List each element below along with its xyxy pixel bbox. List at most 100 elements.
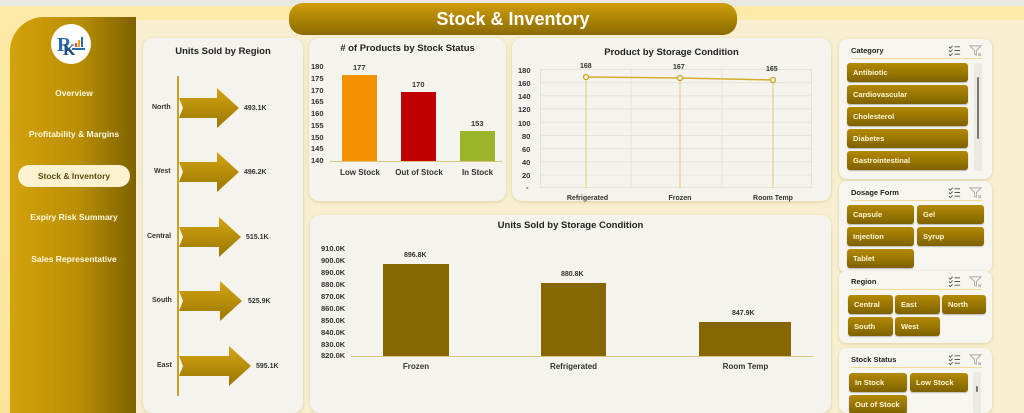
slicer-item-injection[interactable]: Injection (847, 227, 914, 246)
region-value-south: 525.9K (248, 298, 271, 305)
y-tick: 175 (311, 74, 324, 83)
y-tick: 80 (522, 132, 531, 141)
bar-value: 880.8K (561, 271, 584, 278)
y-tick: 890.0K (321, 268, 346, 277)
region-axis (177, 76, 179, 396)
y-tick: 900.0K (321, 256, 346, 265)
bar-label: Low Stock (339, 168, 380, 177)
y-tick: 870.0K (321, 292, 346, 301)
clear-filter-icon[interactable] (969, 44, 982, 57)
bar-low-stock (342, 75, 377, 161)
y-tick: 40 (522, 158, 531, 167)
clear-filter-icon[interactable] (969, 186, 982, 199)
scroll-thumb[interactable] (976, 386, 978, 392)
bar-value: 170 (412, 80, 425, 89)
slicer-title: Dosage Form (851, 188, 899, 197)
slicer-title: Category (851, 46, 884, 55)
slicer-item-cholesterol[interactable]: Cholesterol (847, 107, 968, 126)
y-tick: 20 (522, 171, 531, 180)
slicer-item-gastrointestinal[interactable]: Gastrointestinal (847, 151, 968, 170)
scroll-thumb[interactable] (977, 77, 979, 139)
multi-select-icon[interactable] (948, 275, 961, 288)
bar-value: 177 (353, 63, 366, 72)
bar-label: Frozen (402, 362, 430, 371)
region-bar-central (179, 217, 241, 257)
nav-profitability-margins[interactable]: Profitability & Margins (28, 129, 120, 139)
y-tick: 910.0K (321, 244, 346, 253)
slicer-item-cardiovascular[interactable]: Cardiovascular (847, 85, 968, 104)
slicer-item-antibiotic[interactable]: Antibiotic (847, 63, 968, 82)
slicer-item-low-stock[interactable]: Low Stock (910, 373, 968, 392)
multi-select-icon[interactable] (948, 186, 961, 199)
nav-sales-representative[interactable]: Sales Representative (31, 254, 117, 264)
slicer-item-gel[interactable]: Gel (917, 205, 984, 224)
y-tick: 820.0K (321, 351, 346, 360)
slicer-item-diabetes[interactable]: Diabetes (847, 129, 968, 148)
page-title: Stock & Inventory (289, 3, 737, 35)
point-value: 168 (580, 63, 592, 70)
region-value-north: 493.1K (244, 105, 267, 112)
bar-label: Out of Stock (395, 168, 443, 177)
y-tick: 180 (311, 62, 324, 71)
region-label-east: East (157, 362, 172, 369)
multi-select-icon[interactable] (948, 353, 961, 366)
bar-refrigerated (541, 283, 606, 356)
y-tick: 160 (311, 109, 324, 118)
clear-filter-icon[interactable] (969, 275, 982, 288)
region-label-west: West (154, 168, 171, 175)
region-bar-east (179, 346, 251, 386)
region-value-west: 496.2K (244, 169, 267, 176)
region-label-north: North (152, 104, 171, 111)
slicer-item-in-stock[interactable]: In Stock (849, 373, 907, 392)
multi-select-icon[interactable] (948, 44, 961, 57)
y-tick: 170 (311, 86, 324, 95)
chart-title: Units Sold by Region (175, 46, 271, 57)
chart-title: Units Sold by Storage Condition (497, 220, 644, 231)
y-tick: 60 (522, 145, 531, 154)
nav-expiry-risk-summary[interactable]: Expiry Risk Summary (30, 212, 118, 222)
slicer-item-west[interactable]: West (895, 317, 940, 336)
slicer-title: Stock Status (851, 355, 897, 364)
region-label-south: South (152, 297, 172, 304)
chart-title: Product by Storage Condition (604, 47, 739, 58)
bar-room-temp (699, 322, 791, 356)
bar-out-of-stock (401, 92, 436, 161)
point-value: 165 (766, 66, 778, 73)
nav-overview[interactable]: Overview (55, 88, 93, 98)
y-tick: 160 (518, 79, 531, 88)
slicer-item-tablet[interactable]: Tablet (847, 249, 914, 268)
y-tick: - (526, 183, 529, 192)
x-axis (351, 356, 813, 357)
slicer-item-south[interactable]: South (848, 317, 893, 336)
slicer-item-out-of-stock[interactable]: Out of Stock (849, 395, 907, 413)
stock-status-scrollbar[interactable] (973, 372, 981, 413)
nav-stock-inventory[interactable]: Stock & Inventory (18, 165, 130, 187)
slicer-item-capsule[interactable]: Capsule (847, 205, 914, 224)
chart-title: # of Products by Stock Status (340, 43, 475, 54)
clear-filter-icon[interactable] (969, 353, 982, 366)
y-tick: 150 (311, 133, 324, 142)
slicer-item-north[interactable]: North (942, 295, 986, 314)
x-label: Room Temp (753, 195, 793, 202)
y-tick: 100 (518, 119, 531, 128)
x-axis (330, 161, 502, 162)
y-tick: 145 (311, 144, 324, 153)
y-tick: 140 (518, 92, 531, 101)
slicer-item-central[interactable]: Central (848, 295, 893, 314)
y-tick: 180 (518, 66, 531, 75)
slicer-title: Region (851, 277, 877, 286)
slicer-item-east[interactable]: East (895, 295, 940, 314)
region-value-east: 595.1K (256, 363, 279, 370)
y-tick: 165 (311, 97, 324, 106)
point-value: 167 (673, 64, 685, 71)
y-tick: 840.0K (321, 328, 346, 337)
region-bar-west (179, 152, 239, 192)
category-scrollbar[interactable] (974, 63, 982, 171)
slicer-item-syrup[interactable]: Syrup (917, 227, 984, 246)
region-bar-south (179, 281, 242, 321)
bar-value: 153 (471, 119, 484, 128)
y-tick: 140 (311, 156, 324, 165)
bar-label: In Stock (461, 168, 494, 177)
y-tick: 155 (311, 121, 324, 130)
region-bar-north (179, 88, 239, 128)
